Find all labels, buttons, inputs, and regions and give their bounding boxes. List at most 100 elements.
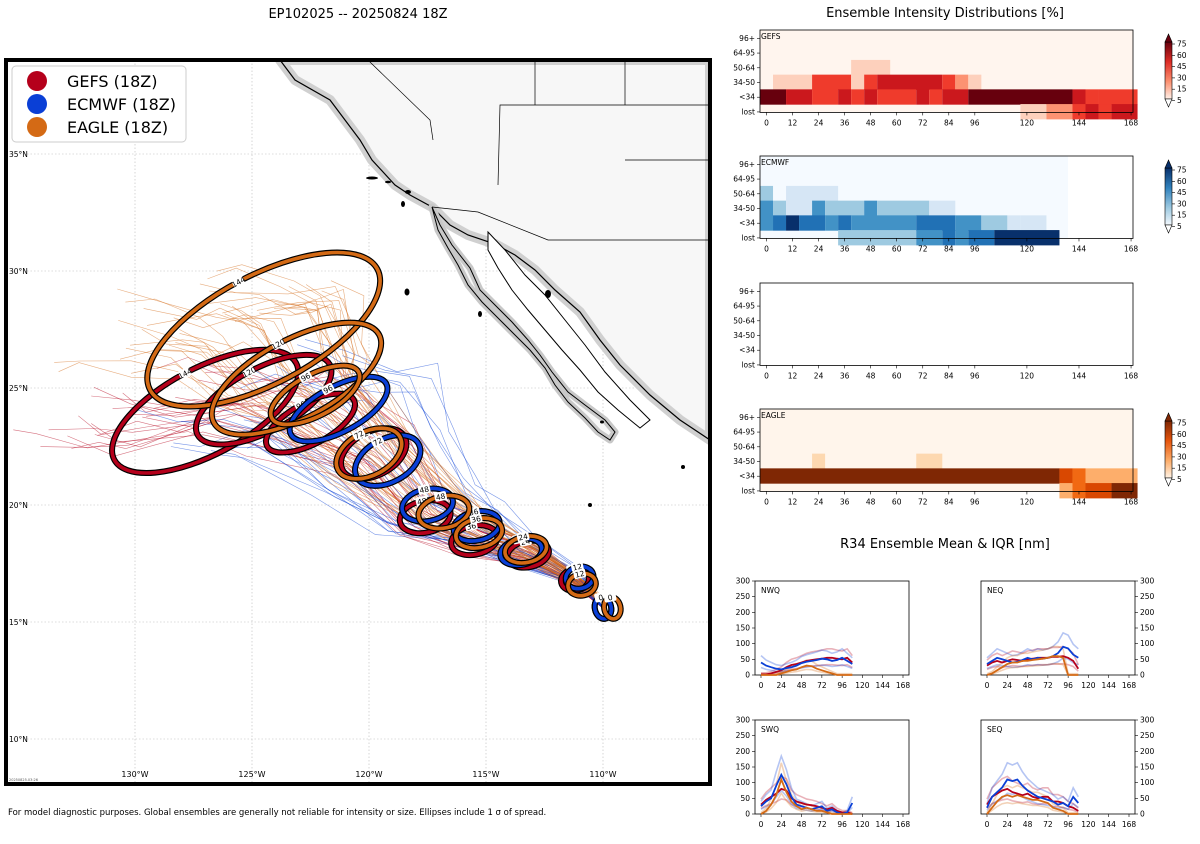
heatmap-x-label: 12 xyxy=(788,371,798,380)
legend-marker-ecmwf xyxy=(27,94,47,114)
lat-tick-label: 10°N xyxy=(9,735,28,744)
heatmap-cell xyxy=(942,230,956,246)
r34-x-label: 120 xyxy=(855,820,870,829)
legend-label-eagle: EAGLE (18Z) xyxy=(67,118,168,137)
heatmap-x-label: 84 xyxy=(944,244,954,253)
r34-y-label: 250 xyxy=(1140,731,1155,740)
heatmap-cell xyxy=(838,215,852,231)
ellipse-label-bg xyxy=(603,591,617,603)
lat-tick-label: 20°N xyxy=(9,501,28,510)
r34-frame xyxy=(754,580,910,676)
heatmap-x-label: 168 xyxy=(1124,244,1139,253)
r34-x-label: 24 xyxy=(1003,681,1013,690)
heatmap-y-label: lost xyxy=(741,360,755,369)
heatmap-x-label: 72 xyxy=(918,244,928,253)
heatmap-panel-gefs: GEFS 75 60 45 30 15 5 96+ 64-95 50-64 34-50 <34 lost… xyxy=(733,29,1187,127)
heatmap-cell xyxy=(968,89,1073,105)
r34-y-label: 100 xyxy=(736,639,751,648)
heatmap-x-label: 144 xyxy=(1072,371,1087,380)
r34-y-label: 200 xyxy=(736,608,751,617)
legend-marker-gefs xyxy=(27,71,47,91)
heatmap-x-label: 48 xyxy=(866,244,876,253)
heatmap-x-label: 0 xyxy=(764,371,769,380)
r34-x-label: 24 xyxy=(777,820,787,829)
heatmap-y-label: 50-64 xyxy=(733,63,755,72)
lon-tick-label: 120°W xyxy=(355,770,382,779)
heatmap-cell xyxy=(825,215,839,231)
heatmap-cell xyxy=(760,468,1060,484)
heatmap-x-label: 72 xyxy=(918,497,928,506)
heatmap-x-label: 168 xyxy=(1124,371,1139,380)
colorbar-tick-label: 30 xyxy=(1177,199,1187,208)
heatmap-x-label: 144 xyxy=(1072,497,1087,506)
r34-x-label: 168 xyxy=(1122,820,1137,829)
heatmap-y-label: 34-50 xyxy=(733,78,755,87)
heatmap-cell xyxy=(955,74,969,90)
track-map: 1441209672483624120967248362412014412096… xyxy=(6,60,710,784)
r34-iqr-lower-eagle xyxy=(986,662,1079,676)
r34-x-label: 0 xyxy=(759,820,764,829)
heatmap-cell xyxy=(1085,483,1112,499)
heatmap-cell xyxy=(851,74,865,90)
colorbar-extend-top xyxy=(1164,412,1173,422)
member-track-eagle xyxy=(305,284,613,609)
heatmap-cell xyxy=(851,89,865,105)
ellipse-label-bg xyxy=(321,382,335,396)
r34-mean-ecmwf xyxy=(760,656,853,671)
lon-tick-label: 130°W xyxy=(121,770,148,779)
heatmap-x-label: 84 xyxy=(944,118,954,127)
lon-tick-label: 125°W xyxy=(238,770,265,779)
heatmap-cell xyxy=(786,215,800,231)
colorbar-tick-label: 15 xyxy=(1177,211,1187,220)
heatmap-y-label: 96+ xyxy=(739,413,755,422)
r34-x-label: 168 xyxy=(1122,681,1137,690)
heatmap-x-label: 12 xyxy=(788,244,798,253)
r34-x-label: 96 xyxy=(837,681,847,690)
r34-panel-nwq: NWQ 300 250 200 150 100 50 00 24 48 72 96 120 144 168 xyxy=(736,577,911,691)
heatmap-cell xyxy=(1085,468,1138,484)
r34-panel-seq: SEQ 300 250 200 150 100 50 0 0 24 48 72 96 120 144 168 xyxy=(980,716,1155,829)
heatmap-cell xyxy=(1007,215,1021,231)
ellipse-eagle-0h: 0 xyxy=(601,591,624,622)
r34-x-label: 96 xyxy=(1063,681,1073,690)
heatmap-cell xyxy=(955,230,969,246)
heatmap-frame xyxy=(759,155,1134,239)
ellipse-hour-label: 12 xyxy=(572,562,583,573)
r34-y-label: 250 xyxy=(1140,592,1155,601)
colorbar-tick-label: 75 xyxy=(1177,40,1187,49)
heatmap-x-label: 60 xyxy=(892,118,902,127)
lon-tick-label: 115°W xyxy=(472,770,499,779)
colorbar-tick-label: 30 xyxy=(1177,452,1187,461)
r34-y-label: 50 xyxy=(1140,794,1150,803)
r34-x-label: 120 xyxy=(1081,681,1096,690)
r34-y-label: 0 xyxy=(1140,671,1145,680)
heatmap-cell xyxy=(773,215,787,231)
r34-iqr-upper-gefs xyxy=(760,775,853,814)
r34-iqr-upper-ecmwf xyxy=(986,761,1079,804)
r34-y-label: 50 xyxy=(740,655,750,664)
heatmap-cell xyxy=(799,215,826,231)
ellipse-label-bg xyxy=(469,513,483,525)
heatmap-y-label: 96+ xyxy=(739,287,755,296)
r34-y-label: 300 xyxy=(1140,577,1155,586)
heatmap-x-label: 60 xyxy=(892,244,902,253)
heatmap-cell xyxy=(773,200,787,216)
colorbar-extend-top xyxy=(1164,159,1173,169)
ellipse-eagle-72h: 72 xyxy=(333,425,405,482)
ellipse-hour-label: 48 xyxy=(435,491,446,502)
heatmap-x-label: 120 xyxy=(1020,497,1035,506)
colorbar-tick-label: 45 xyxy=(1177,62,1187,71)
ellipse-eagle-36h: 36 xyxy=(452,513,506,552)
heatmap-panel-label: EAGLE xyxy=(761,411,786,420)
r34-x-label: 144 xyxy=(1102,681,1117,690)
colorbar-extend-bottom xyxy=(1164,98,1173,108)
colorbar-tick-label: 30 xyxy=(1177,73,1187,82)
heatmap-cell xyxy=(1072,104,1086,120)
ellipse-label-bg xyxy=(434,491,447,502)
r34-iqr-upper-ecmwf xyxy=(760,647,853,667)
heatmap-x-label: 0 xyxy=(764,497,769,506)
r34-quadrant-label: SEQ xyxy=(987,725,1002,734)
r34-mean-eagle xyxy=(986,655,1079,676)
ellipse-hour-label: 48 xyxy=(419,484,430,495)
colorbar-gradient xyxy=(1164,41,1173,100)
